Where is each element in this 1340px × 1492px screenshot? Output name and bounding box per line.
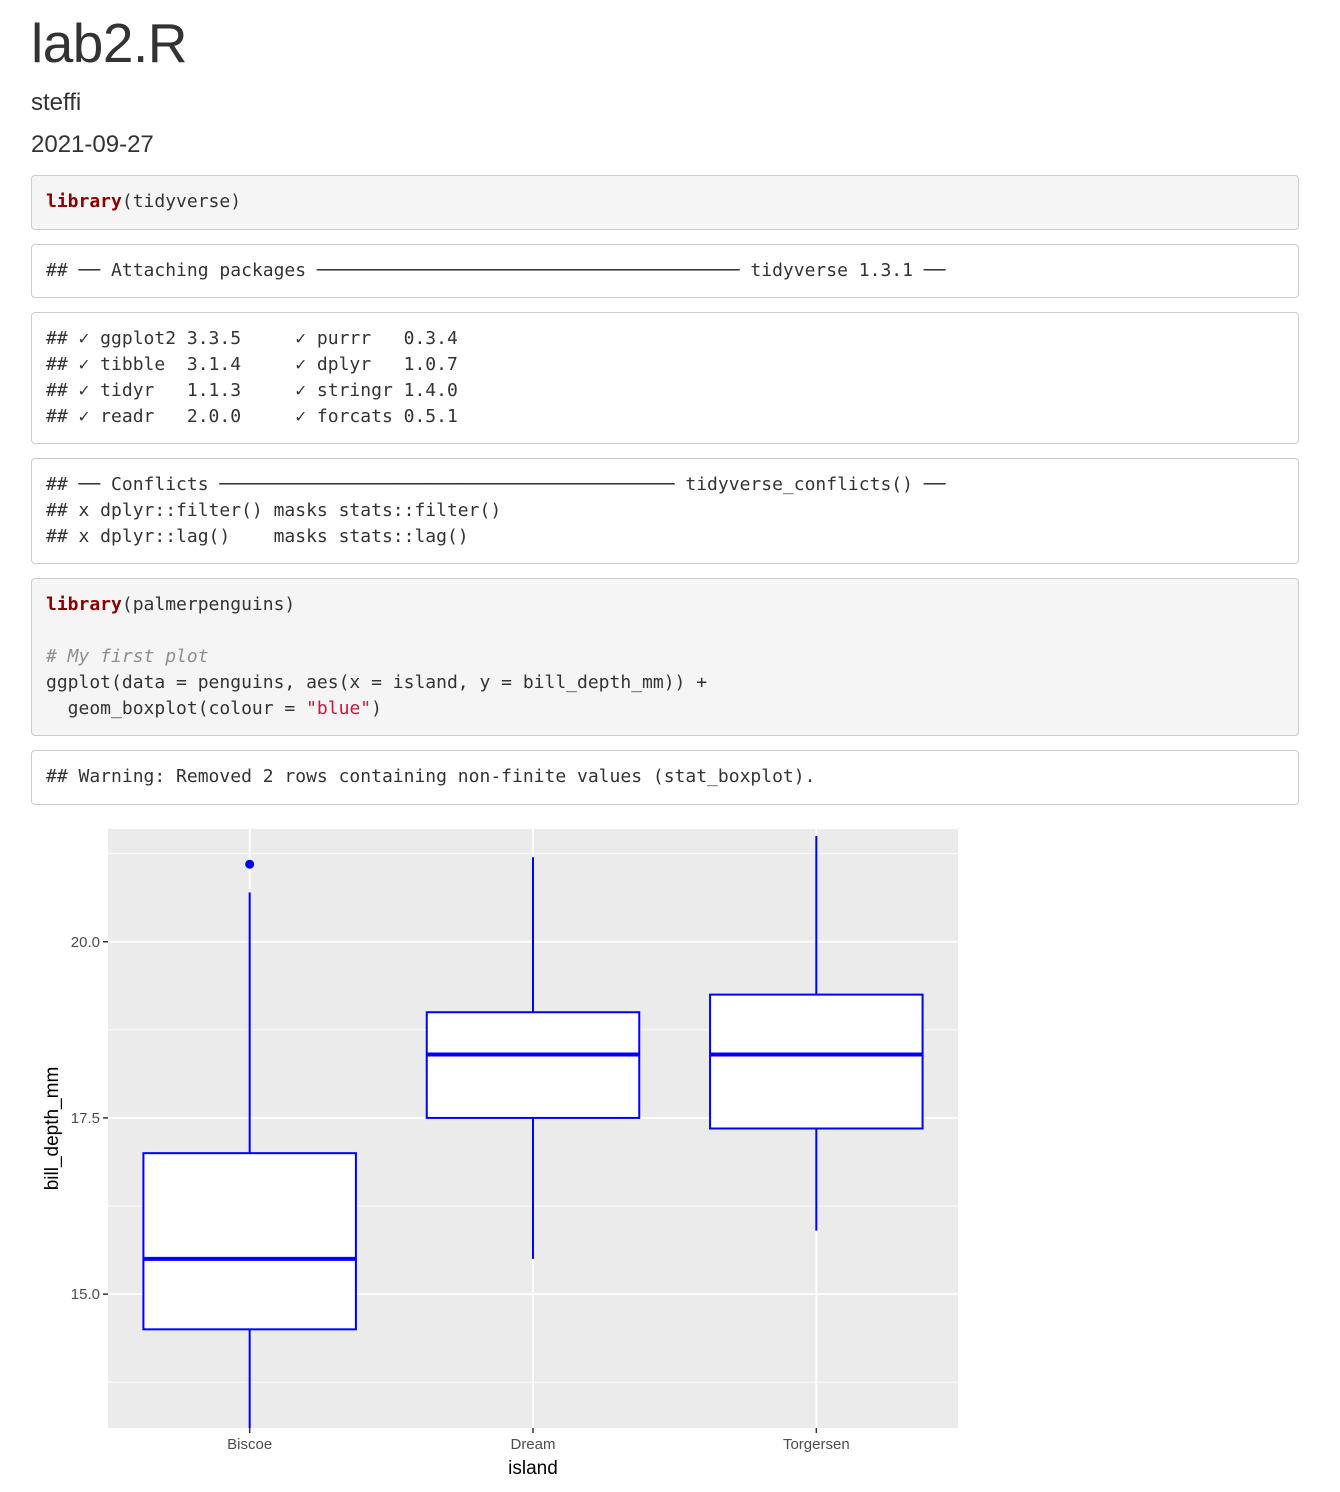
boxplot-figure: 15.0 17.5 20.0 Biscoe Dream Torgersen island bi… <box>31 818 971 1488</box>
document-date: 2021-09-27 <box>31 131 154 158</box>
code-line: ## ✓ readr 2.0.0 ✓ forcats 0.5.1 <box>46 404 1284 430</box>
y-axis-title: bill_depth_mm <box>42 1067 63 1191</box>
code-text: (palmerpenguins) <box>121 594 296 615</box>
comment-token: # My first plot <box>46 646 209 667</box>
boxplot-chart: 15.0 17.5 20.0 Biscoe Dream Torgersen island bi… <box>42 829 958 1479</box>
code-line <box>46 618 1284 644</box>
code-line: ## Warning: Removed 2 rows containing no… <box>46 764 1284 790</box>
document-title: lab2.R <box>31 12 187 74</box>
code-block-ggplot: library(palmerpenguins) # My first plot gg… <box>31 578 1299 736</box>
x-tick-label: Biscoe <box>227 1436 272 1453</box>
code-text: ## Warning: Removed 2 rows containing no… <box>46 766 816 787</box>
code-text: ## ✓ ggplot2 3.3.5 ✓ purrr 0.3.4 <box>46 328 458 349</box>
code-text: ## ✓ tidyr 1.1.3 ✓ stringr 1.4.0 <box>46 380 458 401</box>
code-text: ggplot(data = penguins, aes(x = island, … <box>46 672 708 693</box>
x-tick-label: Dream <box>510 1436 555 1453</box>
keyword-token: library <box>46 594 122 615</box>
code-text: ## x dplyr::filter() masks stats::filter… <box>46 500 502 521</box>
code-line: # My first plot <box>46 644 1284 670</box>
code-text: ## ── Conflicts ────────────────────────… <box>46 474 946 495</box>
code-line: ## x dplyr::filter() masks stats::filter… <box>46 498 1284 524</box>
code-line: ## ✓ tibble 3.1.4 ✓ dplyr 1.0.7 <box>46 352 1284 378</box>
code-text: ## ✓ tibble 3.1.4 ✓ dplyr 1.0.7 <box>46 354 458 375</box>
code-line: ## ✓ ggplot2 3.3.5 ✓ purrr 0.3.4 <box>46 326 1284 352</box>
code-line: ## x dplyr::lag() masks stats::lag() <box>46 524 1284 550</box>
x-axis-title: island <box>508 1458 558 1479</box>
outlier-point <box>245 859 255 869</box>
code-line: library(palmerpenguins) <box>46 592 1284 618</box>
output-block-attaching-packages: ## ── Attaching packages ───────────────… <box>31 244 1299 298</box>
code-line: ggplot(data = penguins, aes(x = island, … <box>46 670 1284 696</box>
code-text: ) <box>371 698 382 719</box>
code-line: ## ── Conflicts ────────────────────────… <box>46 472 1284 498</box>
code-text: ## ✓ readr 2.0.0 ✓ forcats 0.5.1 <box>46 406 458 427</box>
y-tick-label: 20.0 <box>71 934 100 951</box>
box-dream <box>425 1011 641 1119</box>
output-block-warning: ## Warning: Removed 2 rows containing no… <box>31 750 1299 805</box>
box-biscoe <box>142 1152 357 1331</box>
string-token: "blue" <box>306 698 372 719</box>
y-tick-label: 15.0 <box>71 1286 100 1303</box>
code-text: (tidyverse) <box>121 191 242 212</box>
output-block-conflicts: ## ── Conflicts ────────────────────────… <box>31 458 1299 564</box>
code-line: ## ✓ tidyr 1.1.3 ✓ stringr 1.4.0 <box>46 378 1284 404</box>
code-line: geom_boxplot(colour = "blue") <box>46 696 1284 722</box>
document-author: steffi <box>31 89 82 116</box>
output-block-package-versions: ## ✓ ggplot2 3.3.5 ✓ purrr 0.3.4 ## ✓ tib… <box>31 312 1299 444</box>
code-text: ## x dplyr::lag() masks stats::lag() <box>46 526 469 547</box>
code-line: ## ── Attaching packages ───────────────… <box>46 258 1284 284</box>
code-line: library(tidyverse) <box>46 189 1284 215</box>
y-tick-label: 17.5 <box>71 1110 100 1127</box>
code-text: ## ── Attaching packages ───────────────… <box>46 260 946 281</box>
code-text: geom_boxplot(colour = <box>46 698 307 719</box>
keyword-token: library <box>46 191 122 212</box>
box-torgersen <box>709 993 924 1130</box>
code-block-library-tidyverse: library(tidyverse) <box>31 175 1299 230</box>
x-tick-label: Torgersen <box>783 1436 850 1453</box>
